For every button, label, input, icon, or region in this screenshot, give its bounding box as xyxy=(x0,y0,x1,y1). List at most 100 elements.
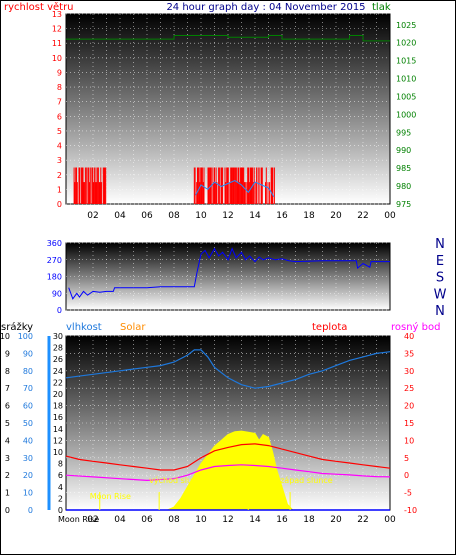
panel1-x-tick: 00 xyxy=(384,211,396,221)
event-label: Moon Rise xyxy=(90,492,131,501)
rain-tick-label: 8 xyxy=(5,367,10,376)
panel3-x-tick: 16 xyxy=(276,515,288,525)
wind-tick-label: 11 xyxy=(52,39,62,48)
panel3-x-tick: 18 xyxy=(303,515,315,525)
temperature-tick-label: -10 xyxy=(404,506,417,515)
solar-tick-label: 14 xyxy=(53,425,63,434)
temperature-tick-label: -5 xyxy=(404,489,412,498)
panel3-x-tick: 12 xyxy=(222,515,233,525)
wind-tick-label: 2 xyxy=(57,171,62,180)
chart-title: 24 hour graph day : 04 November 2015 xyxy=(166,2,365,13)
temperature-tick-label: 5 xyxy=(404,454,409,463)
solar-tick-label: 24 xyxy=(53,367,63,376)
gust-series xyxy=(195,180,275,197)
pressure-tick-label: 1005 xyxy=(396,92,416,101)
event-label: východ slunce xyxy=(149,476,206,485)
panel1-x-tick: 10 xyxy=(195,211,207,221)
rain-tick-label: 4 xyxy=(5,436,10,445)
panel1-x-tick: 02 xyxy=(87,211,98,221)
solar-tick-label: 4 xyxy=(58,483,63,492)
pressure-tick-label: 1015 xyxy=(396,57,416,66)
panel1-x-tick: 14 xyxy=(249,211,261,221)
solar-series xyxy=(157,430,294,511)
panel3-x-tick: 22 xyxy=(357,515,368,525)
compass-label: W xyxy=(434,287,447,302)
direction-tick-label: 90 xyxy=(52,289,62,298)
panel3-x-tick: 02 xyxy=(87,515,98,525)
panel3-x-tick: 10 xyxy=(195,515,207,525)
solar-tick-label: 10 xyxy=(53,448,63,457)
pressure-tick-label: 1025 xyxy=(396,21,416,30)
panel3-x-tick: 08 xyxy=(168,515,180,525)
direction-tick-label: 360 xyxy=(47,239,62,248)
humidity-series xyxy=(65,349,391,389)
panel3-x-tick: 00 xyxy=(384,515,396,525)
panel1-x-tick: 20 xyxy=(330,211,342,221)
panel1-x-tick: 04 xyxy=(114,211,126,221)
solar-tick-label: 28 xyxy=(53,344,63,353)
temperature-tick-label: 20 xyxy=(404,402,414,411)
pressure-tick-label: 990 xyxy=(396,146,411,155)
compass-label: E xyxy=(436,254,444,269)
humidity-tick-label: 100 xyxy=(18,332,33,341)
dewpoint-axis-title: rosný bod xyxy=(391,321,440,333)
moon-rise-bottom-label: Moon Rise xyxy=(58,515,99,524)
rain-tick-label: 2 xyxy=(5,471,10,480)
pressure-tick-label: 995 xyxy=(396,128,411,137)
rain-axis-title: srážky xyxy=(1,321,33,333)
temperature-tick-label: 25 xyxy=(404,384,414,393)
humidity-axis-title: vlhkost xyxy=(66,322,102,333)
solar-tick-label: 0 xyxy=(58,506,63,515)
panel1-x-tick: 06 xyxy=(141,211,153,221)
pressure-series xyxy=(66,35,390,42)
humidity-tick-label: 90 xyxy=(23,349,33,358)
pressure-tick-label: 1000 xyxy=(396,110,416,119)
wind-tick-label: 8 xyxy=(57,83,62,92)
dewpoint-series xyxy=(65,464,391,482)
solar-tick-label: 8 xyxy=(58,460,63,469)
temperature-tick-label: 35 xyxy=(404,349,414,358)
wind-tick-label: 3 xyxy=(57,156,62,165)
humidity-tick-label: 40 xyxy=(23,436,33,445)
solar-tick-label: 18 xyxy=(53,402,63,411)
panel3-x-tick: 06 xyxy=(141,515,153,525)
panel3-x-tick: 14 xyxy=(249,515,261,525)
pressure-tick-label: 1010 xyxy=(396,75,416,84)
wind-tick-label: 1 xyxy=(57,185,62,194)
wind-tick-label: 5 xyxy=(57,127,62,136)
pressure-tick-label: 980 xyxy=(396,182,411,191)
wind-tick-label: 9 xyxy=(57,68,62,77)
wind-speed-series xyxy=(73,167,275,204)
wind-tick-label: 12 xyxy=(52,25,62,34)
temperature-axis-title: teplota xyxy=(312,322,347,333)
event-label: Moon Set xyxy=(238,492,275,501)
humidity-tick-label: 50 xyxy=(23,419,33,428)
direction-tick-label: 180 xyxy=(47,273,62,282)
solar-tick-label: 26 xyxy=(53,355,63,364)
temperature-tick-label: 40 xyxy=(404,332,414,341)
panel3-x-tick: 20 xyxy=(330,515,342,525)
direction-tick-label: 0 xyxy=(57,306,62,315)
temperature-tick-label: 30 xyxy=(404,367,414,376)
solar-tick-label: 16 xyxy=(53,413,63,422)
pressure-tick-label: 1020 xyxy=(396,39,416,48)
temperature-tick-label: 15 xyxy=(404,419,414,428)
panel1-x-tick: 22 xyxy=(357,211,368,221)
wind-tick-label: 10 xyxy=(52,54,62,63)
humidity-tick-label: 60 xyxy=(23,402,33,411)
direction-tick-label: 270 xyxy=(47,256,62,265)
rain-tick-label: 1 xyxy=(5,489,10,498)
rain-tick-label: 3 xyxy=(5,454,10,463)
rain-tick-label: 9 xyxy=(5,349,10,358)
humidity-tick-label: 70 xyxy=(23,384,33,393)
solar-tick-label: 2 xyxy=(58,494,63,503)
rain-tick-label: 6 xyxy=(5,402,10,411)
wind-tick-label: 4 xyxy=(57,142,62,151)
humidity-tick-label: 10 xyxy=(23,489,33,498)
rain-tick-label: 10 xyxy=(0,332,10,341)
temperature-tick-label: 0 xyxy=(404,471,409,480)
wind-tick-label: 13 xyxy=(52,10,62,19)
solar-tick-label: 30 xyxy=(53,332,63,341)
